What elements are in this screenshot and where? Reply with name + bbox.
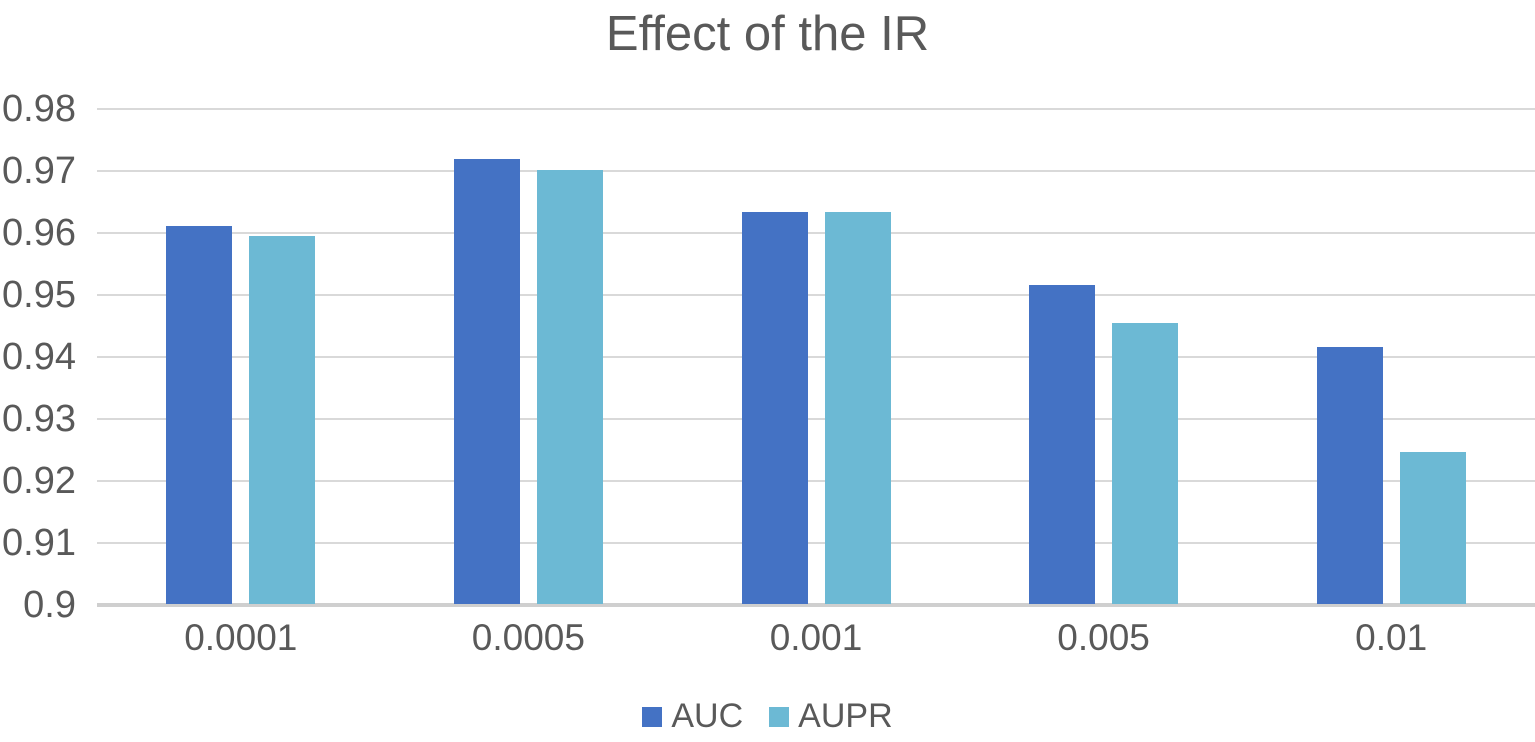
bar-auc-0.005 <box>1029 284 1096 604</box>
legend-item-aupr: AUPR <box>769 697 893 736</box>
gridline <box>97 480 1535 482</box>
bar-aupr-0.01 <box>1399 452 1466 604</box>
x-tick-label: 0.0005 <box>471 617 585 658</box>
y-tick-label: 0.93 <box>2 398 76 440</box>
y-tick-label: 0.92 <box>2 460 76 502</box>
bar-aupr-0.001 <box>824 211 891 604</box>
y-tick-label: 0.94 <box>2 336 76 378</box>
bar-auc-0.0001 <box>166 225 233 604</box>
y-tick-label: 0.91 <box>2 522 76 564</box>
y-tick-label: 0.96 <box>2 212 76 254</box>
x-axis-line <box>97 603 1535 607</box>
bar-aupr-0.005 <box>1112 323 1179 604</box>
legend-marker-aupr <box>769 706 790 727</box>
plot-area <box>97 108 1535 607</box>
x-tick-label: 0.001 <box>769 617 863 658</box>
gridline <box>97 418 1535 420</box>
legend: AUC AUPR <box>0 697 1535 736</box>
y-axis: 0.98 0.97 0.96 0.95 0.94 0.93 0.92 0.91 0.9 <box>0 0 76 742</box>
bar-aupr-0.0005 <box>536 170 603 604</box>
gridline <box>97 108 1535 110</box>
x-tick-label: 0.0001 <box>184 617 298 658</box>
x-tick-label: 0.01 <box>1355 617 1428 658</box>
legend-item-auc: AUC <box>642 697 743 736</box>
x-axis: 0.0001 0.0005 0.001 0.005 0.01 <box>97 617 1535 659</box>
y-tick-label: 0.98 <box>2 88 76 130</box>
chart-title: Effect of the IR <box>605 7 930 61</box>
bar-auc-0.001 <box>741 211 808 604</box>
gridline <box>97 294 1535 296</box>
x-tick-label: 0.005 <box>1057 617 1150 658</box>
legend-label-aupr: AUPR <box>798 697 893 735</box>
bar-auc-0.0005 <box>453 159 520 604</box>
gridline <box>97 232 1535 234</box>
legend-label-auc: AUC <box>671 697 744 735</box>
y-tick-label: 0.97 <box>2 150 76 192</box>
legend-marker-auc <box>642 706 663 727</box>
gridline <box>97 356 1535 358</box>
y-tick-label: 0.95 <box>2 274 76 316</box>
y-tick-label: 0.9 <box>23 584 76 626</box>
bar-auc-0.01 <box>1316 346 1383 604</box>
bar-aupr-0.0001 <box>249 235 316 604</box>
gridline <box>97 170 1535 172</box>
gridline <box>97 542 1535 544</box>
